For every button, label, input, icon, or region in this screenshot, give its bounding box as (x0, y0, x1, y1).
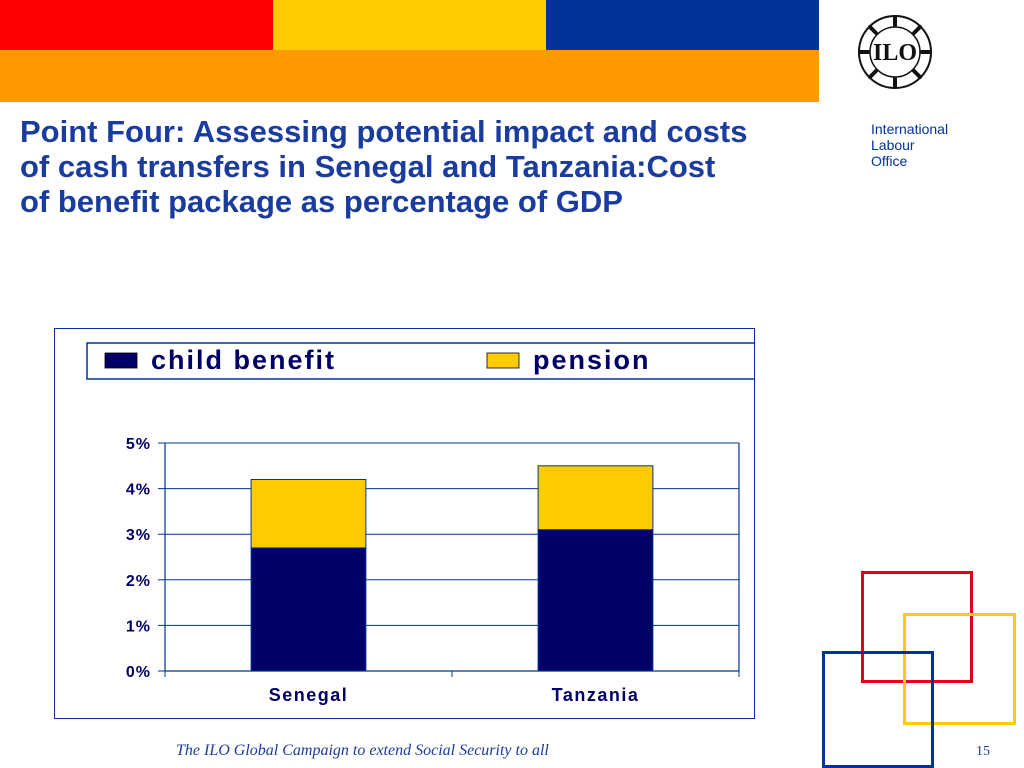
y-tick-label: 2% (126, 573, 151, 590)
y-tick-label: 5% (126, 436, 151, 453)
ilo-emblem-icon: ILO (858, 15, 932, 89)
legend-box (86, 342, 754, 380)
header-band-yellow (273, 0, 546, 50)
bar-segment (250, 478, 367, 549)
org-name-line: International (871, 121, 949, 137)
page-number: 15 (976, 744, 990, 759)
stacked-bar-chart: child benefit pension 0% 1% 2% 3% 4% 5% Senegal T… (86, 342, 754, 705)
decorative-square-blue (822, 651, 934, 768)
chart-frame: child benefit pension 0% 1% 2% 3% 4% 5% Senegal T… (54, 328, 755, 719)
decorative-square-yellow (903, 613, 1016, 725)
bar-segment (250, 547, 367, 672)
legend-swatch (104, 352, 138, 369)
legend-swatch (486, 352, 520, 369)
legend-label: child benefit (151, 345, 336, 375)
y-tick-label: 0% (126, 664, 151, 681)
y-tick-label: 4% (126, 482, 151, 499)
decorative-square-red (861, 571, 973, 683)
y-tick-label: 3% (126, 527, 151, 544)
logo-text: ILO (873, 40, 917, 66)
slide-title: Point Four: Assessing potential impact a… (20, 114, 748, 219)
x-tick-label: Tanzania (552, 685, 640, 705)
organization-name: International Labour Office (871, 121, 1021, 169)
org-name-line: Office (871, 153, 908, 169)
y-tick-label: 1% (126, 618, 151, 635)
header-band-blue (546, 0, 819, 50)
x-tick-label: Senegal (269, 685, 349, 705)
footer-text: The ILO Global Campaign to extend Social… (176, 742, 549, 759)
legend-label: pension (533, 345, 651, 375)
header-band-orange (0, 50, 819, 102)
bar-segment (537, 529, 654, 672)
bar-segment (537, 465, 654, 531)
org-name-line: Labour (871, 137, 915, 153)
header-band-red (0, 0, 273, 50)
